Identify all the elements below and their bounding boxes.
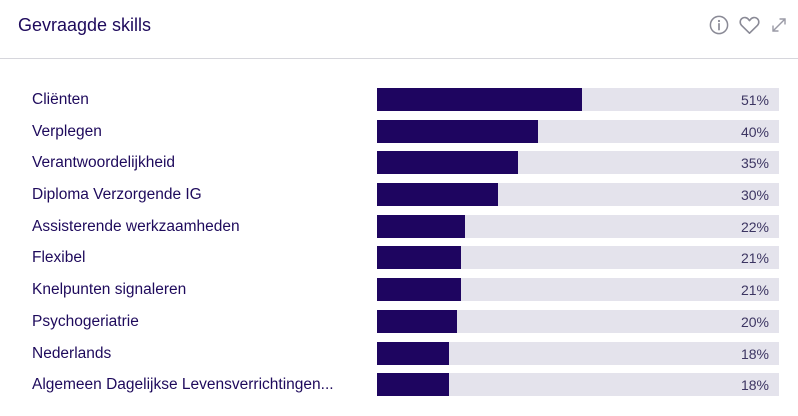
skill-row: Assisterende werkzaamheden 22%	[0, 214, 798, 247]
skill-bar	[377, 309, 458, 333]
skill-label: Flexibel	[32, 249, 86, 267]
skill-label: Diploma Verzorgende IG	[32, 186, 202, 204]
skill-label: Verplegen	[32, 122, 102, 140]
skill-label: Assisterende werkzaamheden	[32, 217, 240, 235]
skill-percentage: 35%	[740, 155, 769, 172]
skill-bar	[377, 214, 466, 238]
skill-row: Nederlands 18%	[0, 341, 798, 374]
skill-label: Algemeen Dagelijkse Levensverrichtingen.…	[32, 376, 334, 394]
skill-bar-track: 21%	[377, 278, 779, 302]
heart-icon	[738, 16, 760, 34]
skill-row: Knelpunten signaleren 21%	[0, 278, 798, 310]
skill-row: Diploma Verzorgende IG 30%	[0, 183, 798, 215]
skill-bar-track: 20%	[377, 309, 779, 333]
skill-row: Verplegen 40%	[0, 119, 798, 152]
info-icon	[709, 15, 729, 35]
skill-percentage: 21%	[740, 282, 769, 299]
skill-bar-track: 40%	[377, 119, 779, 143]
skill-bar-track: 22%	[377, 214, 779, 238]
skill-bar-track: 21%	[377, 246, 779, 270]
info-button[interactable]	[708, 14, 730, 36]
skill-label: Nederlands	[32, 344, 112, 362]
skill-percentage: 20%	[740, 313, 769, 330]
skill-bar-track: 18%	[377, 373, 779, 397]
skill-row: Psychogeriatrie 20%	[0, 309, 798, 342]
skill-label: Psychogeriatrie	[32, 312, 139, 330]
skill-bar	[377, 88, 583, 111]
skill-label: Verantwoordelijkheid	[32, 154, 176, 172]
skill-bar	[377, 119, 538, 143]
skill-percentage: 21%	[740, 250, 769, 267]
skill-bar	[377, 183, 498, 207]
card-title: Gevraagde skills	[18, 15, 152, 35]
skill-percentage: 22%	[740, 218, 769, 235]
card-header: Gevraagde skills	[0, 0, 798, 59]
skill-bar-track: 30%	[377, 183, 779, 207]
skill-bar-track: 35%	[377, 151, 779, 175]
skill-label: Cliënten	[32, 91, 89, 108]
expand-icon	[772, 18, 786, 32]
skill-percentage: 18%	[740, 377, 769, 394]
skill-row: Algemeen Dagelijkse Levensverrichtingen.…	[0, 373, 798, 405]
skill-percentage: 18%	[740, 345, 769, 362]
skills-chart: Cliënten 51% Verplegen 40% Verantwoordelijkh…	[0, 88, 798, 405]
skill-label: Knelpunten signaleren	[32, 281, 187, 299]
skill-bar	[377, 278, 462, 302]
skill-bar-track: 18%	[377, 341, 779, 365]
skill-percentage: 51%	[740, 92, 769, 108]
skill-bar	[377, 246, 462, 270]
skill-percentage: 30%	[740, 187, 769, 204]
expand-button[interactable]	[768, 14, 790, 36]
skill-bar	[377, 151, 518, 175]
skill-row: Cliënten 51%	[0, 88, 798, 120]
skill-percentage: 40%	[740, 123, 769, 140]
skill-bar	[377, 373, 450, 397]
skill-row: Verantwoordelijkheid 35%	[0, 151, 798, 183]
favorite-button[interactable]	[738, 14, 760, 36]
skill-bar-track: 51%	[377, 88, 779, 111]
skill-bar	[377, 341, 450, 365]
skill-row: Flexibel 21%	[0, 246, 798, 278]
